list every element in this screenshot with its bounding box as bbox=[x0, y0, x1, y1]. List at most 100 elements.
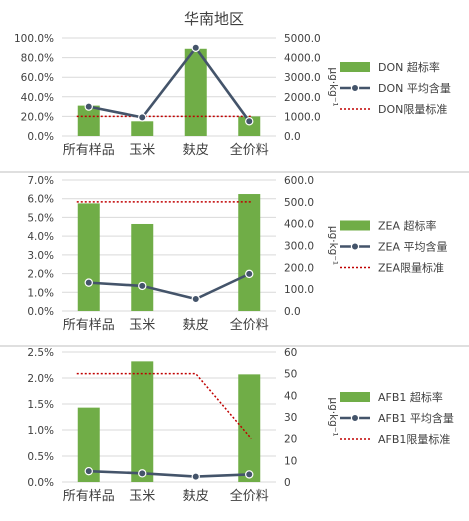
chart-panel-2: 0.0% 1.0% 2.0% 3.0% 4.0% 5.0% 6.0% 7.0% 0.0 100.0… bbox=[0, 175, 469, 347]
legend-swatch-bar bbox=[340, 62, 370, 72]
bar bbox=[77, 407, 100, 482]
x-tick-label: 全价料 bbox=[230, 488, 269, 504]
average-line bbox=[88, 469, 250, 478]
y2-tick-label: 5000.0 bbox=[284, 33, 321, 45]
legend-item: AFB1限量标准 bbox=[378, 432, 450, 446]
y1-tick-label: 1.0% bbox=[27, 425, 54, 437]
y1-tick-label: 0.0% bbox=[27, 131, 54, 143]
legend-swatch-bar bbox=[340, 220, 370, 231]
y1-tick-label: 5.0% bbox=[27, 212, 54, 224]
chart-panel-1: 0.0% 20.0% 40.0% 60.0% 80.0% 100.0% 0.0 1000.0 2… bbox=[0, 33, 469, 173]
legend: AFB1 超标率 AFB1 平均含量 AFB1限量标准 bbox=[340, 390, 454, 446]
legend-marker bbox=[350, 83, 360, 93]
y2-tick-label: 0 bbox=[284, 477, 291, 489]
bar bbox=[238, 116, 261, 136]
y2-tick-label: 100.0 bbox=[284, 284, 314, 296]
average-point bbox=[84, 466, 93, 476]
chart-panel-3: 0.0% 0.5% 1.0% 1.5% 2.0% 2.5% 0 10 20 30 40 50 60 所有样… bbox=[27, 347, 454, 504]
bar bbox=[238, 374, 261, 482]
y1-tick-label: 4.0% bbox=[27, 231, 54, 243]
legend-item: ZEA限量标准 bbox=[378, 261, 444, 275]
bar bbox=[77, 203, 100, 311]
y2-tick-label: 50 bbox=[284, 369, 297, 381]
y2-axis-label: μg·kg⁻¹ bbox=[327, 397, 339, 436]
y2-tick-label: 0.0 bbox=[284, 306, 301, 318]
x-tick-label: 麸皮 bbox=[183, 489, 209, 504]
x-tick-label: 麸皮 bbox=[183, 318, 209, 333]
y2-tick-label: 600.0 bbox=[284, 175, 314, 187]
y2-tick-label: 40 bbox=[284, 390, 297, 402]
average-line bbox=[88, 272, 250, 301]
legend: ZEA 超标率 ZEA 平均含量 ZEA限量标准 bbox=[340, 219, 448, 275]
y2-tick-label: 500.0 bbox=[284, 197, 314, 209]
legend-item: AFB1 平均含量 bbox=[378, 411, 454, 425]
legend-item: ZEA 超标率 bbox=[378, 219, 437, 233]
y1-tick-label: 7.0% bbox=[27, 175, 54, 187]
y2-axis-label: μg·kg⁻¹ bbox=[327, 67, 339, 106]
average-point bbox=[138, 281, 147, 291]
bar bbox=[184, 48, 207, 136]
y1-tick-label: 20.0% bbox=[21, 111, 54, 123]
y2-tick-label: 10 bbox=[284, 455, 297, 467]
legend: DON 超标率 DON 平均含量 DON限量标准 bbox=[340, 60, 451, 116]
average-point bbox=[191, 472, 200, 481]
y1-tick-label: 80.0% bbox=[21, 53, 54, 65]
y2-tick-label: 20 bbox=[284, 434, 297, 446]
legend-item: ZEA 平均含量 bbox=[378, 240, 448, 254]
x-tick-label: 麸皮 bbox=[183, 143, 209, 158]
y1-tick-label: 0.0% bbox=[27, 477, 54, 489]
bar bbox=[238, 194, 261, 311]
average-point bbox=[191, 43, 200, 53]
y2-axis-label: μg·kg⁻¹ bbox=[327, 226, 339, 265]
y1-tick-label: 1.0% bbox=[27, 287, 54, 299]
legend-swatch-bar bbox=[340, 392, 370, 402]
x-tick-label: 所有样品 bbox=[63, 143, 115, 158]
y2-tick-label: 4000.0 bbox=[284, 53, 321, 65]
chart-title: 华南地区 bbox=[184, 10, 244, 28]
legend-marker bbox=[350, 242, 360, 251]
y1-tick-label: 1.5% bbox=[27, 399, 54, 411]
y1-tick-label: 2.5% bbox=[27, 347, 54, 359]
y2-tick-label: 400.0 bbox=[284, 219, 314, 231]
y2-tick-label: 3000.0 bbox=[284, 72, 321, 84]
x-tick-label: 所有样品 bbox=[63, 318, 115, 333]
average-point bbox=[84, 102, 93, 111]
average-point bbox=[245, 117, 254, 126]
y1-tick-label: 6.0% bbox=[27, 194, 54, 206]
average-point bbox=[245, 470, 254, 479]
bar bbox=[77, 105, 100, 136]
bar bbox=[131, 121, 154, 136]
y2-tick-label: 2000.0 bbox=[284, 92, 321, 104]
x-tick-label: 玉米 bbox=[129, 318, 155, 333]
y2-tick-label: 200.0 bbox=[284, 262, 314, 274]
average-point bbox=[138, 113, 147, 122]
bar bbox=[131, 223, 154, 311]
y1-tick-label: 40.0% bbox=[21, 92, 54, 104]
average-line bbox=[88, 45, 251, 123]
bar bbox=[131, 361, 154, 482]
x-tick-label: 玉米 bbox=[129, 489, 155, 504]
legend-marker bbox=[350, 413, 360, 423]
y2-tick-label: 60 bbox=[284, 347, 297, 359]
legend-item: DON 平均含量 bbox=[378, 81, 451, 95]
x-tick-label: 所有样品 bbox=[63, 489, 115, 504]
y1-tick-label: 0.5% bbox=[27, 451, 54, 463]
x-tick-label: 全价料 bbox=[230, 142, 269, 158]
y2-tick-label: 30 bbox=[284, 412, 297, 424]
limit-line bbox=[76, 372, 252, 440]
x-tick-label: 全价料 bbox=[230, 317, 269, 333]
average-point bbox=[245, 269, 254, 279]
average-point bbox=[84, 278, 93, 287]
legend-item: AFB1 超标率 bbox=[378, 390, 443, 404]
legend-item: DON限量标准 bbox=[378, 102, 447, 116]
average-point bbox=[138, 469, 147, 478]
y2-tick-label: 1000.0 bbox=[284, 111, 321, 123]
y1-tick-label: 3.0% bbox=[27, 250, 54, 262]
y1-tick-label: 100.0% bbox=[14, 33, 54, 45]
legend-item: DON 超标率 bbox=[378, 60, 440, 74]
y1-tick-label: 2.0% bbox=[27, 373, 54, 385]
y1-tick-label: 2.0% bbox=[27, 269, 54, 281]
y2-tick-label: 0.0 bbox=[284, 131, 301, 143]
